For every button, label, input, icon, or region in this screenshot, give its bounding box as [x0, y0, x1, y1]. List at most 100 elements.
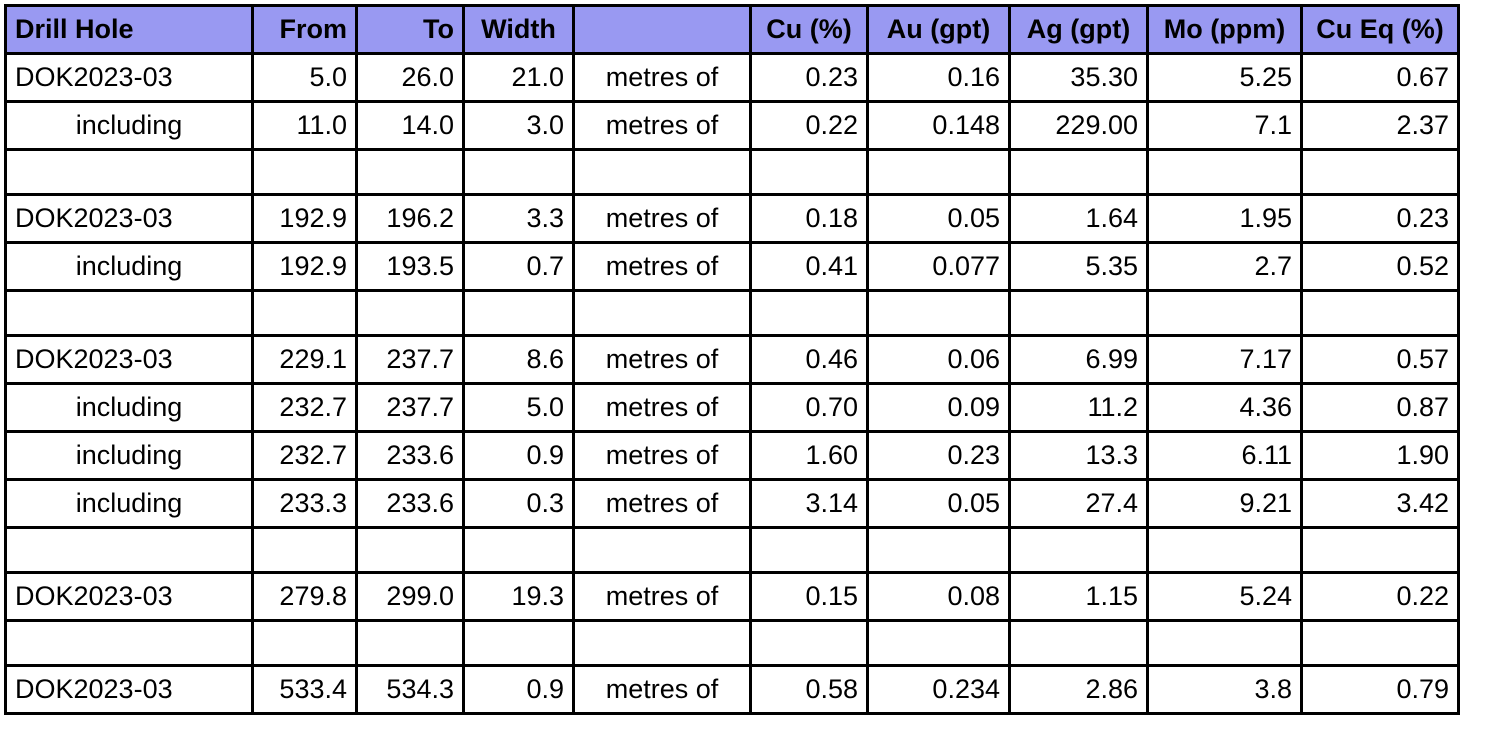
cell-au_gpt: 0.16: [866, 52, 1011, 103]
cell-from: 533.4: [251, 664, 358, 715]
cell-to: 196.2: [355, 193, 465, 244]
cell-drill_hole: [4, 526, 254, 574]
cell-from: [251, 289, 358, 337]
cell-metres_of: [572, 148, 752, 196]
cell-ag_gpt: [1008, 526, 1149, 574]
cell-cu_eq_pct: 0.52: [1300, 241, 1460, 292]
cell-ag_gpt: 5.35: [1008, 241, 1149, 292]
cell-mo_ppm: 5.24: [1146, 571, 1303, 622]
cell-cu_pct: 0.46: [749, 334, 869, 385]
cell-cu_pct: [749, 289, 869, 337]
cell-ag_gpt: 35.30: [1008, 52, 1149, 103]
cell-cu_eq_pct: 3.42: [1300, 478, 1460, 529]
cell-cu_pct: 0.22: [749, 100, 869, 151]
cell-from: [251, 148, 358, 196]
cell-metres_of: metres of: [572, 478, 752, 529]
table-row-hole: DOK2023-03 229.1 237.7 8.6 metres of 0.46 0.06…: [4, 334, 1460, 385]
column-header-to: To: [355, 4, 465, 55]
cell-cu_eq_pct: 0.23: [1300, 193, 1460, 244]
cell-drill_hole: [4, 148, 254, 196]
cell-metres_of: metres of: [572, 241, 752, 292]
cell-width: 8.6: [462, 334, 575, 385]
cell-width: 3.0: [462, 100, 575, 151]
cell-width: 19.3: [462, 571, 575, 622]
cell-mo_ppm: 6.11: [1146, 430, 1303, 481]
cell-width: 3.3: [462, 193, 575, 244]
cell-au_gpt: 0.08: [866, 571, 1011, 622]
cell-au_gpt: 0.06: [866, 334, 1011, 385]
cell-width: 5.0: [462, 382, 575, 433]
cell-au_gpt: 0.05: [866, 193, 1011, 244]
cell-metres_of: metres of: [572, 193, 752, 244]
cell-to: [355, 619, 465, 667]
cell-cu_eq_pct: [1300, 619, 1460, 667]
cell-mo_ppm: 2.7: [1146, 241, 1303, 292]
cell-from: 279.8: [251, 571, 358, 622]
cell-cu_eq_pct: 0.22: [1300, 571, 1460, 622]
cell-ag_gpt: 11.2: [1008, 382, 1149, 433]
cell-drill_hole: DOK2023-03: [4, 193, 254, 244]
cell-cu_pct: 0.58: [749, 664, 869, 715]
cell-to: 233.6: [355, 430, 465, 481]
cell-cu_pct: [749, 526, 869, 574]
cell-cu_eq_pct: 0.67: [1300, 52, 1460, 103]
cell-to: 26.0: [355, 52, 465, 103]
table-row-including: including 11.0 14.0 3.0 metres of 0.22 0.148 22…: [4, 100, 1460, 151]
cell-metres_of: metres of: [572, 382, 752, 433]
column-header-au_gpt: Au (gpt): [866, 4, 1011, 55]
cell-drill_hole: DOK2023-03: [4, 571, 254, 622]
cell-metres_of: [572, 526, 752, 574]
cell-mo_ppm: 4.36: [1146, 382, 1303, 433]
cell-cu_eq_pct: [1300, 526, 1460, 574]
cell-width: [462, 619, 575, 667]
cell-au_gpt: [866, 148, 1011, 196]
drill-results-table: Drill Hole From To Width Cu (%) Au (gpt) Ag (g…: [4, 4, 1460, 715]
cell-to: 299.0: [355, 571, 465, 622]
cell-cu_pct: [749, 619, 869, 667]
header-row: Drill Hole From To Width Cu (%) Au (gpt) Ag (g…: [4, 4, 1460, 55]
cell-from: 232.7: [251, 382, 358, 433]
cell-au_gpt: 0.234: [866, 664, 1011, 715]
table-row-including: including 232.7 233.6 0.9 metres of 1.60 0.23 1…: [4, 430, 1460, 481]
cell-cu_eq_pct: 0.57: [1300, 334, 1460, 385]
cell-width: 21.0: [462, 52, 575, 103]
cell-mo_ppm: 1.95: [1146, 193, 1303, 244]
cell-cu_pct: [749, 148, 869, 196]
column-header-drill_hole: Drill Hole: [4, 4, 254, 55]
cell-au_gpt: 0.23: [866, 430, 1011, 481]
cell-to: 237.7: [355, 382, 465, 433]
cell-drill_hole: including: [4, 100, 254, 151]
cell-cu_pct: 0.41: [749, 241, 869, 292]
cell-cu_pct: 1.60: [749, 430, 869, 481]
cell-drill_hole: including: [4, 478, 254, 529]
cell-from: 232.7: [251, 430, 358, 481]
cell-to: [355, 526, 465, 574]
column-header-metres_of: [572, 4, 752, 55]
cell-drill_hole: including: [4, 241, 254, 292]
cell-to: [355, 148, 465, 196]
table-row-hole: DOK2023-03 5.0 26.0 21.0 metres of 0.23 0.16 35…: [4, 52, 1460, 103]
cell-from: 233.3: [251, 478, 358, 529]
cell-metres_of: metres of: [572, 334, 752, 385]
cell-cu_pct: 0.70: [749, 382, 869, 433]
cell-mo_ppm: [1146, 289, 1303, 337]
cell-to: 14.0: [355, 100, 465, 151]
cell-cu_pct: 0.18: [749, 193, 869, 244]
cell-au_gpt: 0.148: [866, 100, 1011, 151]
table-row-blank: [4, 148, 1460, 196]
cell-ag_gpt: 13.3: [1008, 430, 1149, 481]
cell-to: 237.7: [355, 334, 465, 385]
cell-cu_eq_pct: [1300, 148, 1460, 196]
cell-drill_hole: including: [4, 430, 254, 481]
table-row-hole: DOK2023-03 192.9 196.2 3.3 metres of 0.18 0.05…: [4, 193, 1460, 244]
cell-from: 11.0: [251, 100, 358, 151]
cell-cu_eq_pct: 2.37: [1300, 100, 1460, 151]
cell-mo_ppm: [1146, 619, 1303, 667]
cell-mo_ppm: 3.8: [1146, 664, 1303, 715]
cell-cu_eq_pct: 1.90: [1300, 430, 1460, 481]
table-row-hole: DOK2023-03 533.4 534.3 0.9 metres of 0.58 0.23…: [4, 664, 1460, 715]
column-header-width: Width: [462, 4, 575, 55]
table-row-blank: [4, 526, 1460, 574]
cell-metres_of: [572, 619, 752, 667]
